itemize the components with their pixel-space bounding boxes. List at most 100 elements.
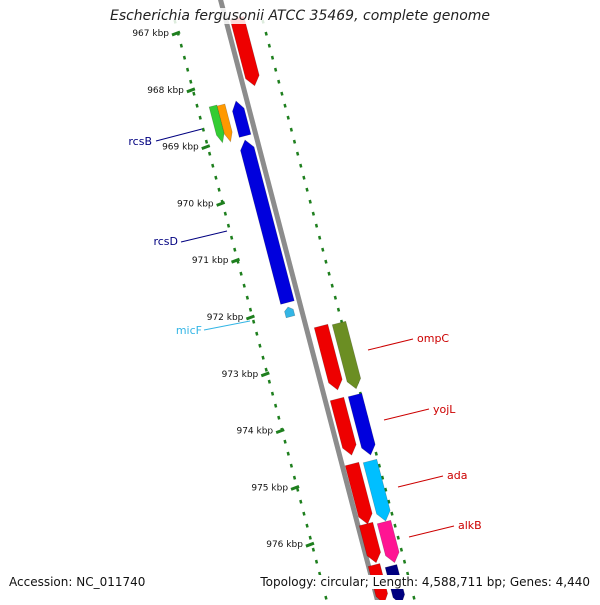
gene-label[interactable]: micF — [176, 324, 202, 337]
outer-tick-mark — [314, 223, 319, 228]
gene-arrow-ada-cyan[interactable] — [362, 458, 391, 522]
gene-arrow-ada-red[interactable] — [344, 461, 373, 525]
inner-tick-mark — [179, 43, 183, 48]
gene-label[interactable]: ompC — [417, 332, 449, 345]
tick-label: 972 kbp — [207, 313, 244, 323]
inner-tick-mark — [195, 103, 199, 108]
inner-tick-mark — [251, 319, 256, 324]
gene-arrow-bottom-red[interactable] — [358, 521, 381, 564]
gene-label[interactable]: alkB — [458, 519, 482, 532]
gene-label[interactable]: rcsD — [153, 235, 178, 248]
inner-tick-mark — [229, 235, 234, 240]
callout-line — [397, 475, 444, 488]
gene-arrow-yojl-red[interactable] — [329, 396, 357, 456]
major-tick-mark — [186, 87, 196, 94]
callout-line — [155, 128, 203, 142]
outer-tick-mark — [264, 31, 268, 36]
outer-tick-mark — [270, 55, 275, 60]
gene-label[interactable]: ada — [447, 469, 467, 482]
tick-label: 971 kbp — [192, 256, 229, 266]
major-tick-mark — [245, 314, 255, 321]
outer-tick-mark — [412, 595, 416, 600]
outer-tick-mark — [277, 79, 281, 84]
callout-line — [408, 525, 455, 538]
inner-tick-mark — [286, 451, 290, 456]
inner-tick-mark — [223, 211, 227, 216]
outer-tick-mark — [333, 295, 338, 300]
tick-label: 973 kbp — [222, 370, 259, 380]
outer-tick-mark — [399, 547, 404, 552]
outer-tick-mark — [324, 259, 328, 264]
gene-label[interactable]: yojL — [433, 403, 456, 416]
gene-arrow-orange[interactable] — [216, 103, 233, 143]
inner-tick-mark — [258, 343, 262, 348]
outer-tick-mark — [317, 235, 322, 240]
inner-tick-mark — [264, 367, 268, 372]
inner-tick-mark — [277, 415, 281, 420]
outer-tick-mark — [289, 127, 293, 132]
major-tick-mark — [305, 541, 315, 548]
inner-tick-mark — [314, 559, 319, 564]
outer-tick-mark — [311, 211, 315, 216]
outer-tick-mark — [406, 571, 410, 576]
inner-tick-mark — [204, 139, 209, 144]
tick-labels: 967 kbp 968 kbp 969 kbp 970 kbp 971 kbp 972 k… — [132, 29, 315, 550]
gene-arrow-alkb-magenta[interactable] — [376, 519, 400, 564]
inner-tick-mark — [248, 307, 253, 312]
callout-line — [367, 338, 414, 351]
outer-tick-mark — [295, 151, 300, 156]
outer-tick-mark — [393, 523, 397, 528]
inner-tick-mark — [207, 151, 212, 156]
outer-tick-mark — [299, 163, 303, 168]
inner-tick-mark — [201, 127, 205, 132]
inner-tick-mark — [270, 391, 275, 396]
inner-tick-mark — [292, 475, 297, 480]
accession-text: Accession: NC_011740 — [9, 575, 146, 589]
inner-tick-mark — [245, 295, 250, 300]
genome-summary-text: Topology: circular; Length: 4,588,711 bp… — [260, 575, 590, 589]
gene-arrow-rcsd[interactable] — [240, 139, 295, 305]
inner-tick-mark — [226, 223, 231, 228]
outer-tick-mark — [402, 559, 407, 564]
gene-callouts: rcsB rcsD micF ompC yojL ada alkB — [128, 128, 482, 538]
outer-tick-mark — [283, 103, 287, 108]
inner-tick-mark — [283, 439, 287, 444]
major-tick-mark — [201, 144, 211, 151]
inner-tick-mark — [185, 67, 190, 72]
outer-tick-mark — [377, 463, 382, 468]
outer-tick-mark — [336, 307, 341, 312]
map-title: Escherichia fergusonii ATCC 35469, compl… — [0, 8, 600, 24]
major-tick-mark — [216, 200, 226, 207]
gene-arrow-yojl-blue[interactable] — [347, 392, 376, 456]
inner-tick-mark — [267, 379, 272, 384]
outer-tick-mark — [321, 247, 325, 252]
tick-label: 969 kbp — [162, 143, 199, 153]
inner-tick-mark — [192, 91, 196, 96]
major-tick-mark — [171, 30, 181, 37]
gene-features — [208, 15, 405, 605]
genome-backbone — [218, 0, 382, 605]
inner-tick-mark — [324, 595, 328, 600]
gene-arrow-ompc-red[interactable] — [313, 323, 343, 391]
outer-tick-mark — [396, 535, 400, 540]
gene-arrow-green[interactable] — [208, 104, 225, 144]
gene-arrow-micf[interactable] — [284, 306, 296, 319]
tick-label: 970 kbp — [177, 199, 214, 209]
inner-tick-mark — [217, 187, 221, 192]
inner-tick-mark — [239, 271, 243, 276]
inner-tick-mark — [198, 115, 202, 120]
inner-tick-track — [173, 19, 328, 600]
gene-label[interactable]: rcsB — [128, 135, 152, 148]
inner-tick-mark — [308, 535, 312, 540]
gene-arrow-blue-small[interactable] — [232, 100, 252, 138]
tick-label: 976 kbp — [266, 540, 303, 550]
outer-tick-mark — [292, 139, 297, 144]
outer-tick-mark — [374, 451, 378, 456]
callout-line — [180, 230, 228, 243]
tick-label: 968 kbp — [147, 86, 184, 96]
gene-arrow-ompc-olive[interactable] — [331, 320, 362, 390]
outer-tick-mark — [390, 511, 394, 516]
outer-tick-track — [261, 19, 416, 600]
outer-tick-mark — [280, 91, 284, 96]
inner-tick-mark — [299, 499, 303, 504]
